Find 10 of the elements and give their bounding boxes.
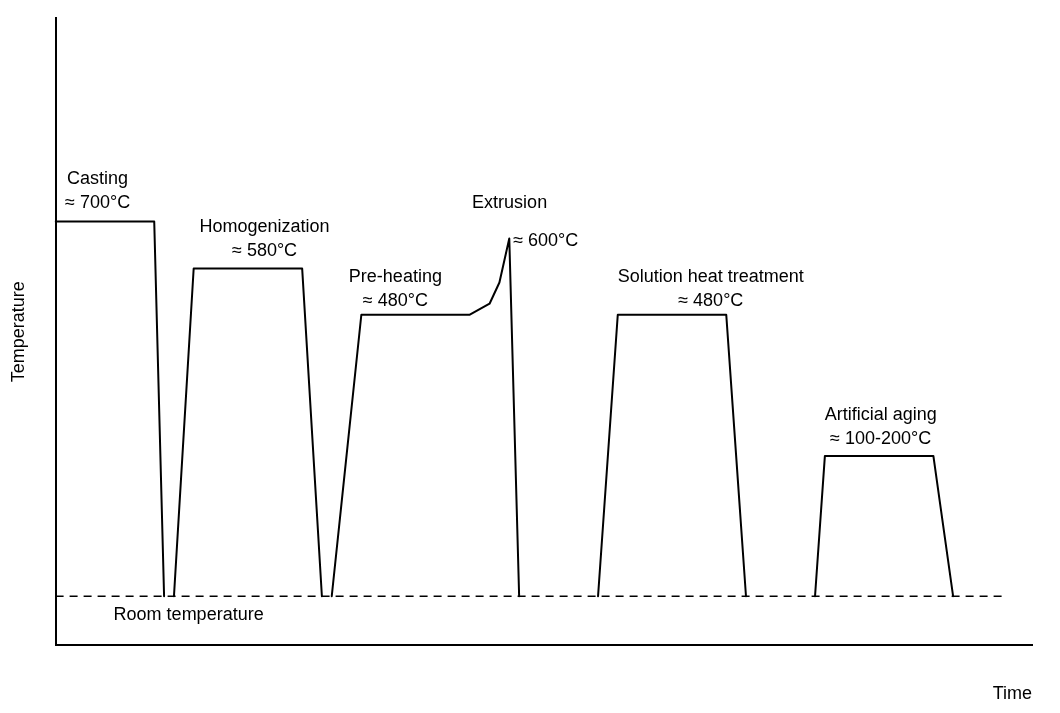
x-axis-title: Time [992,683,1032,704]
y-axis-title: Temperature [7,281,28,383]
ref-line-label: Room temperature [113,604,264,625]
annotation: Homogenization ≈ 580°C [199,215,330,260]
text: Casting ≈ 700°C [65,168,131,213]
annotation: Pre-heating ≈ 480°C [348,265,442,310]
annotation: Solution heat treatment ≈ 480°C [617,265,804,310]
text: Extrusion [472,192,548,213]
annotation: Artificial aging ≈ 100-200°C [824,403,937,448]
annotation: ≈ 600°C [513,230,579,251]
